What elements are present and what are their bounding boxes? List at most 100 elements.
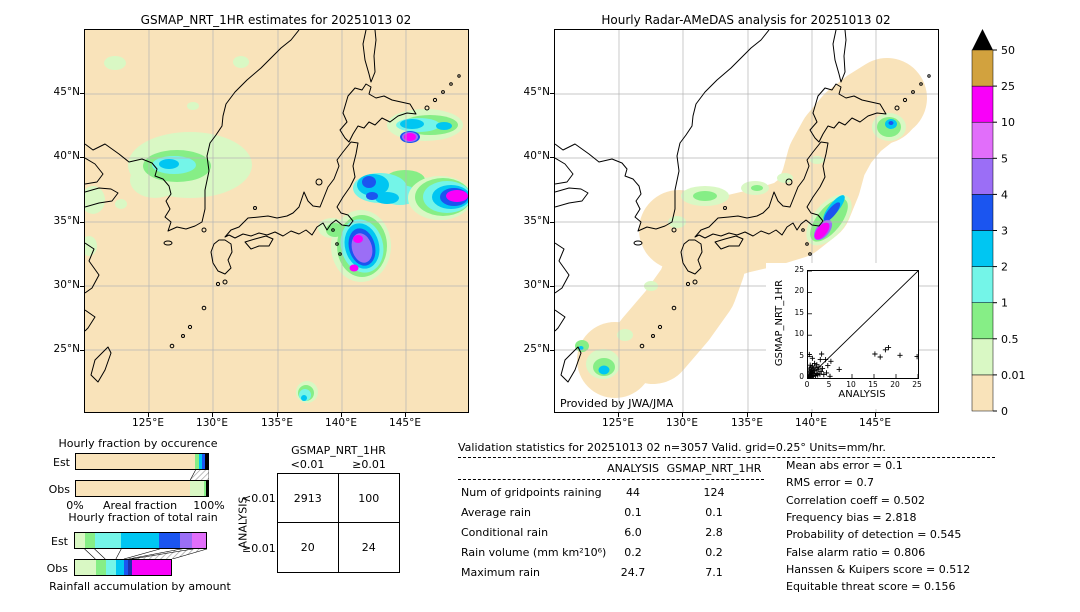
stats-row-analysis: 44: [626, 486, 640, 499]
occurrence-est-bar: [75, 453, 209, 470]
stats-row-gsmap: 0.2: [705, 546, 723, 559]
bar-segment-blue: [202, 454, 206, 469]
total-rain-est-bar: [74, 532, 207, 549]
y-tick-label: 25°N: [53, 343, 80, 355]
total-rain-caption: Rainfall accumulation by amount: [49, 580, 231, 593]
colorbar-tick-label: 0: [1001, 405, 1008, 418]
metric-correlation-coeff: Correlation coeff = 0.502: [786, 493, 925, 507]
x-tick-mark: [341, 413, 342, 417]
metric-frequency-bias: Frequency bias = 2.818: [786, 510, 917, 524]
scatter-point: [823, 370, 830, 376]
stats-row-label: Rain volume (mm km²10⁶): [461, 546, 607, 559]
colorbar-segment: [971, 266, 994, 303]
inset-x-tick: 0: [804, 380, 810, 389]
x-tick-mark: [405, 413, 406, 417]
scatter-point: [815, 372, 821, 378]
metric-rms-error: RMS error = 0.7: [786, 476, 874, 490]
colorbar-segment: [971, 230, 994, 267]
bar-segment-cream: [76, 481, 191, 496]
occurrence-connector: [189, 470, 209, 480]
inset-y-axis-label: GSMAP_NRT_1HR: [774, 279, 785, 367]
bar-segment-magenta: [131, 560, 172, 575]
inset-x-axis-label: ANALYSIS: [838, 389, 886, 400]
inset-y-tick: 5: [799, 350, 804, 360]
bar-segment-blue: [123, 560, 129, 575]
scatter-point: [877, 354, 883, 360]
stats-row-gsmap: 0.1: [705, 506, 723, 519]
scatter-point: [823, 357, 829, 363]
scatter-point: [825, 363, 831, 369]
scatter-point: [806, 351, 812, 358]
scatter-point: [885, 345, 892, 351]
total-rain-obs-label: Obs: [46, 562, 68, 575]
contingency-cell-10: 20: [278, 523, 339, 572]
metric-equitable-threat-score: Equitable threat score = 0.156: [786, 580, 956, 594]
colorbar-segment: [971, 302, 994, 340]
colorbar-tick-label: 10: [1001, 116, 1015, 129]
stats-row-label: Num of gridpoints raining: [461, 486, 602, 499]
stats-row-analysis: 6.0: [624, 526, 642, 539]
y-tick-label: 40°N: [53, 150, 80, 162]
scatter-point: [809, 355, 815, 361]
y-tick-mark: [550, 93, 554, 94]
bar-segment-light_green: [85, 533, 96, 548]
y-tick-label: 45°N: [53, 86, 80, 98]
contingency-cell-00: 2913: [278, 474, 339, 523]
bar-segment-cyan: [199, 454, 203, 469]
scatter-point: [812, 368, 818, 374]
x-tick-mark: [212, 413, 213, 417]
scatter-point: [809, 363, 815, 369]
colorbar-segment: [971, 121, 994, 159]
colorbar-tick-label: 50: [1001, 44, 1015, 57]
scatter-point: [812, 373, 819, 379]
scatter-point: [807, 362, 813, 368]
scatter-point: [818, 369, 824, 375]
colorbar-tick-label: 5: [1001, 152, 1008, 165]
bar-segment-cyan: [116, 560, 124, 575]
stats-row-analysis: 0.2: [624, 546, 642, 559]
overflow-triangle: [972, 29, 993, 50]
bar-segment-light_cyan: [105, 560, 117, 575]
metric-probability-of-detection: Probability of detection = 0.545: [786, 528, 962, 542]
y-tick-label: 30°N: [53, 279, 80, 291]
stats-row-gsmap: 124: [703, 486, 725, 499]
bar-segment-pale_green: [190, 481, 205, 496]
metric-mean-abs-error: Mean abs error = 0.1: [786, 459, 903, 472]
bar-segment-navy: [128, 560, 132, 575]
x-tick-label: 145°E: [859, 417, 891, 429]
x-tick-label: 135°E: [261, 417, 293, 429]
scatter-point: [815, 367, 821, 373]
x-tick-mark: [682, 413, 683, 417]
x-tick-label: 140°E: [795, 417, 827, 429]
scatter-point: [819, 351, 825, 357]
left-map-gridlines: [85, 30, 468, 412]
x-tick-label: 140°E: [325, 417, 357, 429]
stats-row-gsmap: 7.1: [705, 566, 723, 579]
contingency-table: 2913 100 20 24: [277, 473, 400, 573]
coastlines: [84, 29, 461, 383]
colorbar-tick-label: 0.5: [1001, 333, 1019, 346]
occurrence-x-max: 100%: [193, 499, 225, 512]
bar-segment-purple: [180, 533, 193, 548]
colorbar-segment: [971, 338, 994, 376]
bar-segment-blue: [159, 533, 181, 548]
colorbar-tick-label: 0.01: [1001, 369, 1026, 382]
stats-row-analysis: 24.7: [620, 566, 646, 579]
scatter-point: [816, 364, 822, 370]
scatter-point: [828, 358, 834, 364]
x-tick-label: 125°E: [132, 417, 164, 429]
inset-x-tick: 25: [912, 380, 922, 389]
inset-y-tick: 25: [794, 265, 804, 274]
occurrence-x-min: 0%: [66, 499, 84, 512]
right-map-gridlines: [555, 30, 938, 412]
scatter-point: [821, 372, 827, 378]
contingency-col-label-0: <0.01: [290, 458, 325, 471]
occurrence-chart-title: Hourly fraction by occurence: [58, 437, 218, 450]
y-tick-mark: [550, 157, 554, 158]
contingency-cell-11: 24: [361, 541, 376, 554]
y-tick-mark: [80, 222, 84, 223]
metric-false-alarm-ratio: False alarm ratio = 0.806: [786, 545, 926, 559]
y-tick-mark: [80, 350, 84, 351]
contingency-row-label-1: ≥0.01: [242, 542, 276, 555]
stats-col-gsmap: GSMAP_NRT_1HR: [666, 462, 762, 475]
